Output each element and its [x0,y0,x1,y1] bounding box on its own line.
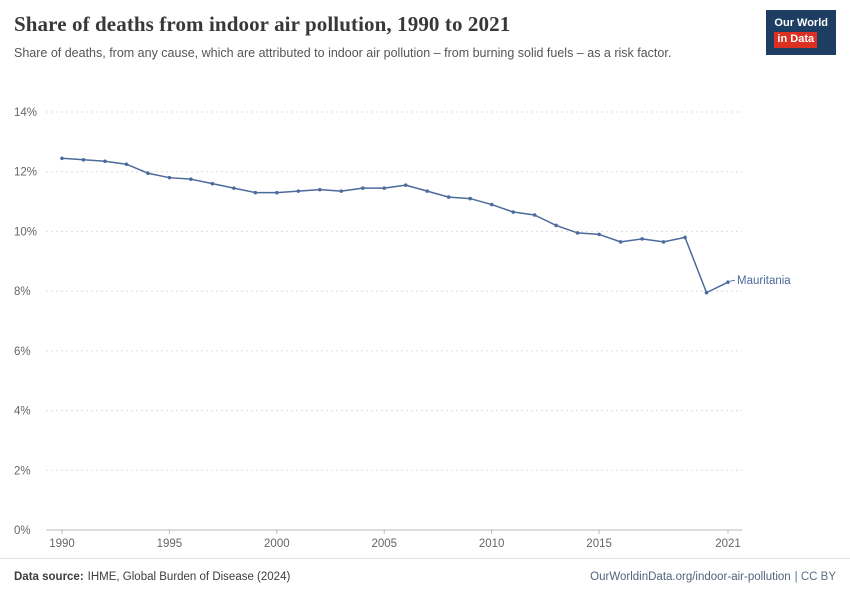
data-point[interactable] [446,195,451,199]
data-point[interactable] [360,186,365,190]
y-tick-label: 4% [14,406,31,418]
data-point[interactable] [275,190,279,195]
line-chart[interactable]: 0% 2% 4% 6% 8% 10% 12% 14% 1990 1995 2000 2005 2010 2… [0,100,850,552]
data-point[interactable] [403,183,408,187]
x-tick-label: 2010 [479,538,505,550]
owid-logo[interactable]: Our World in Data [766,10,836,55]
series-line[interactable] [61,157,729,294]
data-source-value: IHME, Global Burden of Disease (2024) [87,571,291,583]
data-point[interactable] [124,162,129,167]
x-tick-label: 2000 [264,538,290,550]
data-point[interactable] [60,156,64,161]
x-tick-label: 2005 [371,538,397,550]
y-tick-label: 14% [14,107,37,119]
chart-footer: Data source: IHME, Global Burden of Disea… [0,558,850,600]
data-source-label: Data source: [14,571,84,583]
data-point[interactable] [146,171,150,176]
data-point[interactable] [167,175,172,180]
data-point[interactable] [575,231,580,235]
owid-link[interactable]: OurWorldinData.org/indoor-air-pollution [590,571,791,583]
y-tick-label: 2% [14,465,31,477]
data-point[interactable] [189,177,193,181]
license-text: | CC BY [794,571,836,583]
data-point[interactable] [489,202,494,207]
owid-logo-line2: in Data [774,31,818,48]
y-tick-label: 12% [14,167,37,179]
x-tick-label: 1995 [157,538,183,550]
data-point[interactable] [103,159,107,164]
x-tick-label: 1990 [49,538,75,550]
data-point[interactable] [468,196,472,201]
data-point[interactable] [253,190,258,195]
x-tick-label: 2015 [586,538,612,550]
data-point[interactable] [726,280,730,284]
data-point[interactable] [511,210,515,214]
data-point[interactable] [232,186,236,190]
page-title: Share of deaths from indoor air pollutio… [14,12,511,36]
data-point[interactable] [683,235,687,240]
data-point[interactable] [554,223,558,228]
data-point[interactable] [318,187,322,192]
x-tick-label: 2021 [715,538,741,550]
data-point[interactable] [532,213,537,217]
data-point[interactable] [640,237,644,241]
owid-logo-line1: Our World [774,17,828,29]
data-point[interactable] [618,240,623,244]
chart-header: Share of deaths from indoor air pollutio… [14,12,836,62]
data-point[interactable] [704,290,709,295]
y-tick-label: 0% [14,525,31,537]
data-point[interactable] [210,181,215,186]
data-point[interactable] [661,240,666,244]
data-point[interactable] [597,232,601,237]
y-tick-label: 8% [14,286,31,298]
y-tick-label: 10% [14,226,37,238]
y-tick-label: 6% [14,346,31,358]
series-label[interactable]: Mauritania [737,275,791,287]
data-point[interactable] [382,186,387,190]
data-point[interactable] [339,189,344,193]
data-source: Data source: IHME, Global Burden of Disea… [14,571,290,600]
credit-line: OurWorldinData.org/indoor-air-pollution |… [590,571,836,600]
page-subtitle: Share of deaths, from any cause, which a… [14,46,672,60]
data-point[interactable] [81,157,86,162]
data-point[interactable] [425,189,430,193]
series-label-connector [729,279,736,282]
data-point[interactable] [296,189,301,193]
